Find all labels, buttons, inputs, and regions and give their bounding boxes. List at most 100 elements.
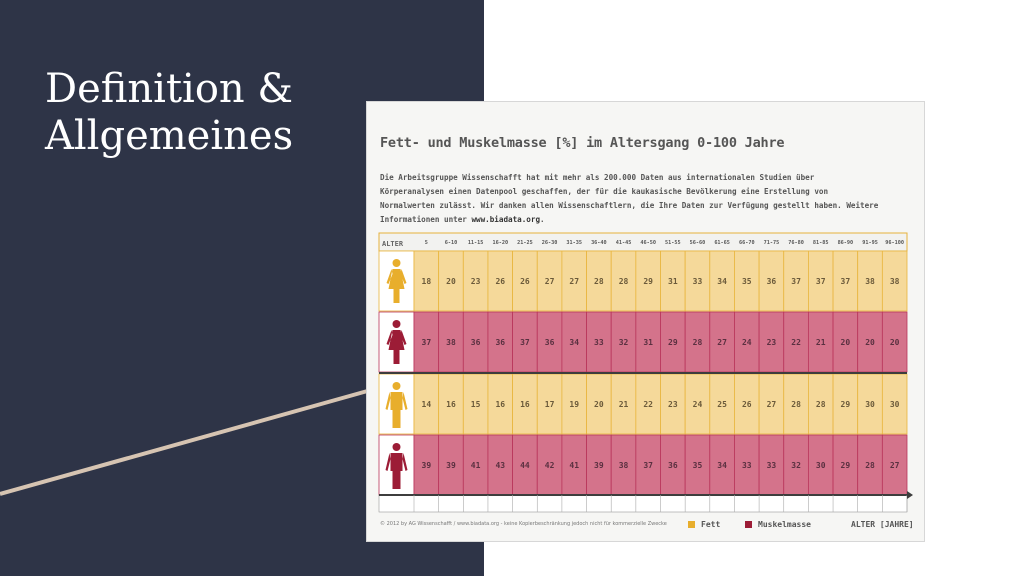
- column-header: 31-35: [566, 240, 582, 246]
- table-cell: [438, 250, 464, 312]
- cell-value: 23: [668, 400, 678, 409]
- table-cell: [536, 311, 563, 373]
- cell-value: 29: [643, 277, 653, 286]
- cell-value: 37: [643, 461, 653, 470]
- table-cell: [783, 250, 809, 312]
- cell-value: 28: [865, 461, 875, 470]
- male-person-icon: [385, 443, 408, 489]
- cell-value: 27: [717, 338, 727, 347]
- column-header: 66-70: [739, 240, 755, 246]
- cell-value: 23: [767, 338, 777, 347]
- cell-value: 22: [643, 400, 653, 409]
- cell-value: 16: [520, 400, 530, 409]
- cell-value: 24: [693, 400, 703, 409]
- cell-value: 36: [545, 338, 555, 347]
- cell-value: 33: [693, 277, 703, 286]
- column-header: 21-25: [517, 240, 533, 246]
- table-cell: [709, 311, 735, 373]
- description-suffix: .: [540, 215, 545, 224]
- table-cell: [487, 311, 513, 373]
- cell-value: 33: [767, 461, 777, 470]
- table-cell: [807, 373, 834, 435]
- column-header: 96-100: [885, 240, 904, 246]
- cell-value: 28: [594, 277, 604, 286]
- legend-muskel-label: Muskelmasse: [758, 520, 811, 529]
- cell-value: 33: [594, 338, 604, 347]
- cell-value: 37: [422, 338, 432, 347]
- table-cell: [586, 434, 612, 496]
- table-cell: [881, 311, 908, 373]
- cell-value: 36: [495, 338, 505, 347]
- cell-value: 27: [545, 277, 555, 286]
- cell-value: 42: [545, 461, 555, 470]
- table-cell: [857, 311, 883, 373]
- legend-fett: Fett: [688, 520, 720, 529]
- cell-value: 21: [619, 400, 629, 409]
- column-header: 76-80: [788, 240, 804, 246]
- chart-title: Fett- und Muskelmasse [%] im Altersgang …: [380, 135, 785, 151]
- cell-value: 15: [471, 400, 481, 409]
- table-cell: [857, 373, 883, 435]
- table-cell: [536, 250, 563, 312]
- cell-value: 20: [594, 400, 604, 409]
- table-cell: [413, 311, 440, 373]
- table-cell: [487, 434, 513, 496]
- cell-value: 36: [471, 338, 481, 347]
- table-cell: [758, 434, 785, 496]
- cell-value: 20: [446, 277, 456, 286]
- column-header: 6-10: [445, 240, 458, 246]
- table-cell: [758, 373, 785, 435]
- cell-value: 38: [619, 461, 629, 470]
- column-header: 11-15: [468, 240, 484, 246]
- x-axis-label: ALTER [JAHRE]: [851, 520, 914, 529]
- column-header: 5: [425, 240, 428, 246]
- cell-value: 28: [693, 338, 703, 347]
- cell-value: 34: [717, 277, 727, 286]
- cell-value: 41: [569, 461, 579, 470]
- cell-value: 18: [422, 277, 432, 286]
- table-cell: [487, 373, 513, 435]
- cell-value: 19: [569, 400, 579, 409]
- cell-value: 39: [422, 461, 432, 470]
- cell-value: 32: [791, 461, 801, 470]
- table-cell: [832, 311, 859, 373]
- table-cell: [635, 434, 661, 496]
- table-cell: [783, 434, 809, 496]
- table-cell: [512, 311, 538, 373]
- cell-value: 39: [446, 461, 456, 470]
- cell-value: 30: [816, 461, 826, 470]
- cell-value: 29: [841, 400, 851, 409]
- table-cell: [610, 250, 637, 312]
- biadata-link[interactable]: www.biadata.org: [471, 215, 541, 224]
- cell-value: 41: [471, 461, 481, 470]
- axis-arrow-icon: [907, 491, 913, 499]
- cell-value: 38: [446, 338, 456, 347]
- slide-title: Definition & Allgemeines: [45, 66, 294, 159]
- cell-value: 30: [890, 400, 900, 409]
- table-cell: [536, 373, 563, 435]
- cell-value: 37: [791, 277, 801, 286]
- cell-value: 34: [717, 461, 727, 470]
- cell-value: 17: [545, 400, 555, 409]
- cell-value: 29: [841, 461, 851, 470]
- cell-value: 22: [791, 338, 801, 347]
- column-header: 16-20: [492, 240, 508, 246]
- cell-value: 29: [668, 338, 678, 347]
- table-cell: [881, 250, 908, 312]
- table-cell: [536, 434, 563, 496]
- cell-value: 28: [816, 400, 826, 409]
- cell-value: 20: [865, 338, 875, 347]
- chart-image: Fett- und Muskelmasse [%] im Altersgang …: [366, 101, 925, 542]
- cell-value: 38: [890, 277, 900, 286]
- column-header: 81-85: [813, 240, 829, 246]
- table-cell: [462, 250, 489, 312]
- table-cell: [586, 373, 612, 435]
- table-cell: [807, 250, 834, 312]
- cell-value: 36: [668, 461, 678, 470]
- description-text: Die Arbeitsgruppe Wissenschafft hat mit …: [380, 173, 879, 224]
- chart-description: Die Arbeitsgruppe Wissenschafft hat mit …: [380, 171, 880, 227]
- decorative-line: [0, 388, 372, 496]
- table-cell: [660, 250, 686, 312]
- cell-value: 26: [742, 400, 752, 409]
- table-cell: [660, 373, 686, 435]
